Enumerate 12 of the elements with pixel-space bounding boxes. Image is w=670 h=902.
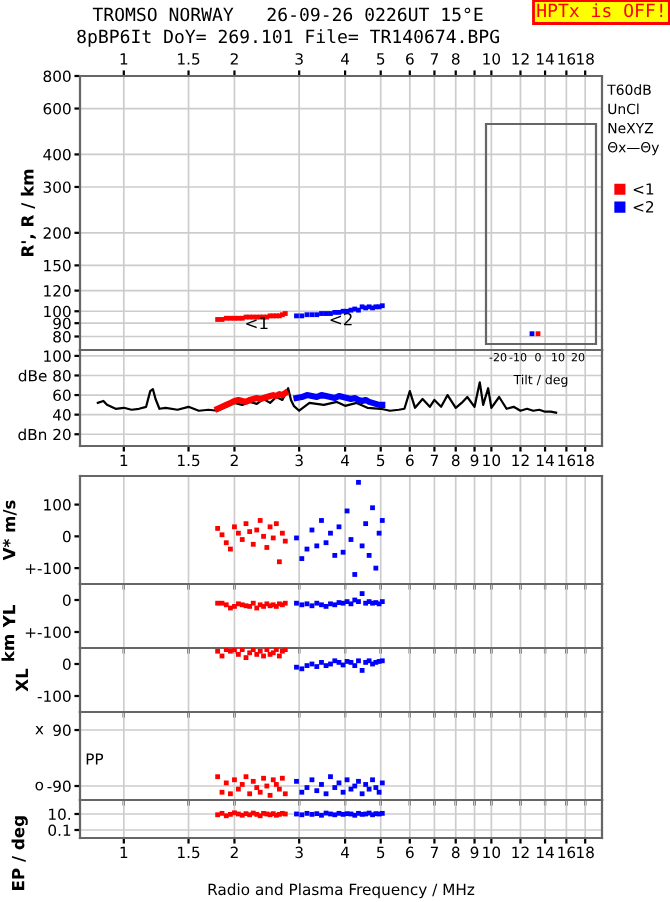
y-axis-title: YL (3, 605, 16, 628)
chart-title: TROMSO NORWAY 26-09-26 0226UT 15°E (92, 7, 483, 22)
annotation: <2 (330, 312, 352, 326)
y-axis-title: R', R / km (20, 169, 36, 256)
text: km (1, 635, 15, 661)
chart-subtitle: 8pBP6It DoY= 269.101 File= TR140674.BPG (77, 29, 499, 47)
y-axis-title: V* m/s (2, 500, 17, 561)
annotation: <1 (246, 316, 268, 330)
line-series (214, 390, 289, 412)
y-axis-title: XL (15, 668, 28, 692)
y-axis-title: EP / deg (11, 816, 28, 890)
text: HPTx is OFF! (537, 3, 663, 18)
